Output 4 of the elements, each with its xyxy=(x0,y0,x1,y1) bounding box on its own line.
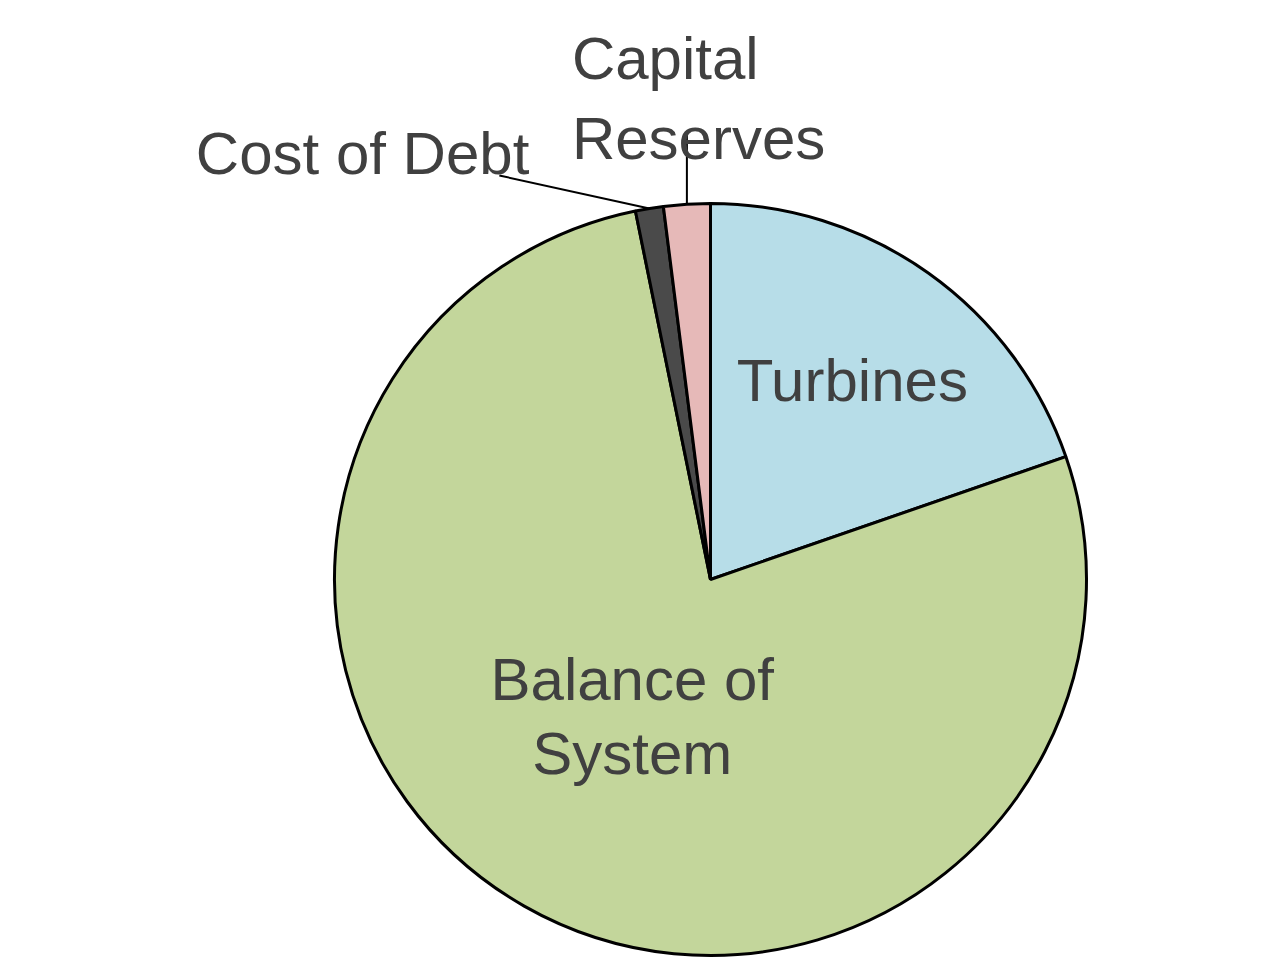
slice-label: Capital Reserves xyxy=(571,24,826,173)
slice-label: Turbines xyxy=(736,346,968,414)
slice-label: Cost of Debt xyxy=(195,120,530,187)
slice-label: Balance of System xyxy=(490,646,775,788)
